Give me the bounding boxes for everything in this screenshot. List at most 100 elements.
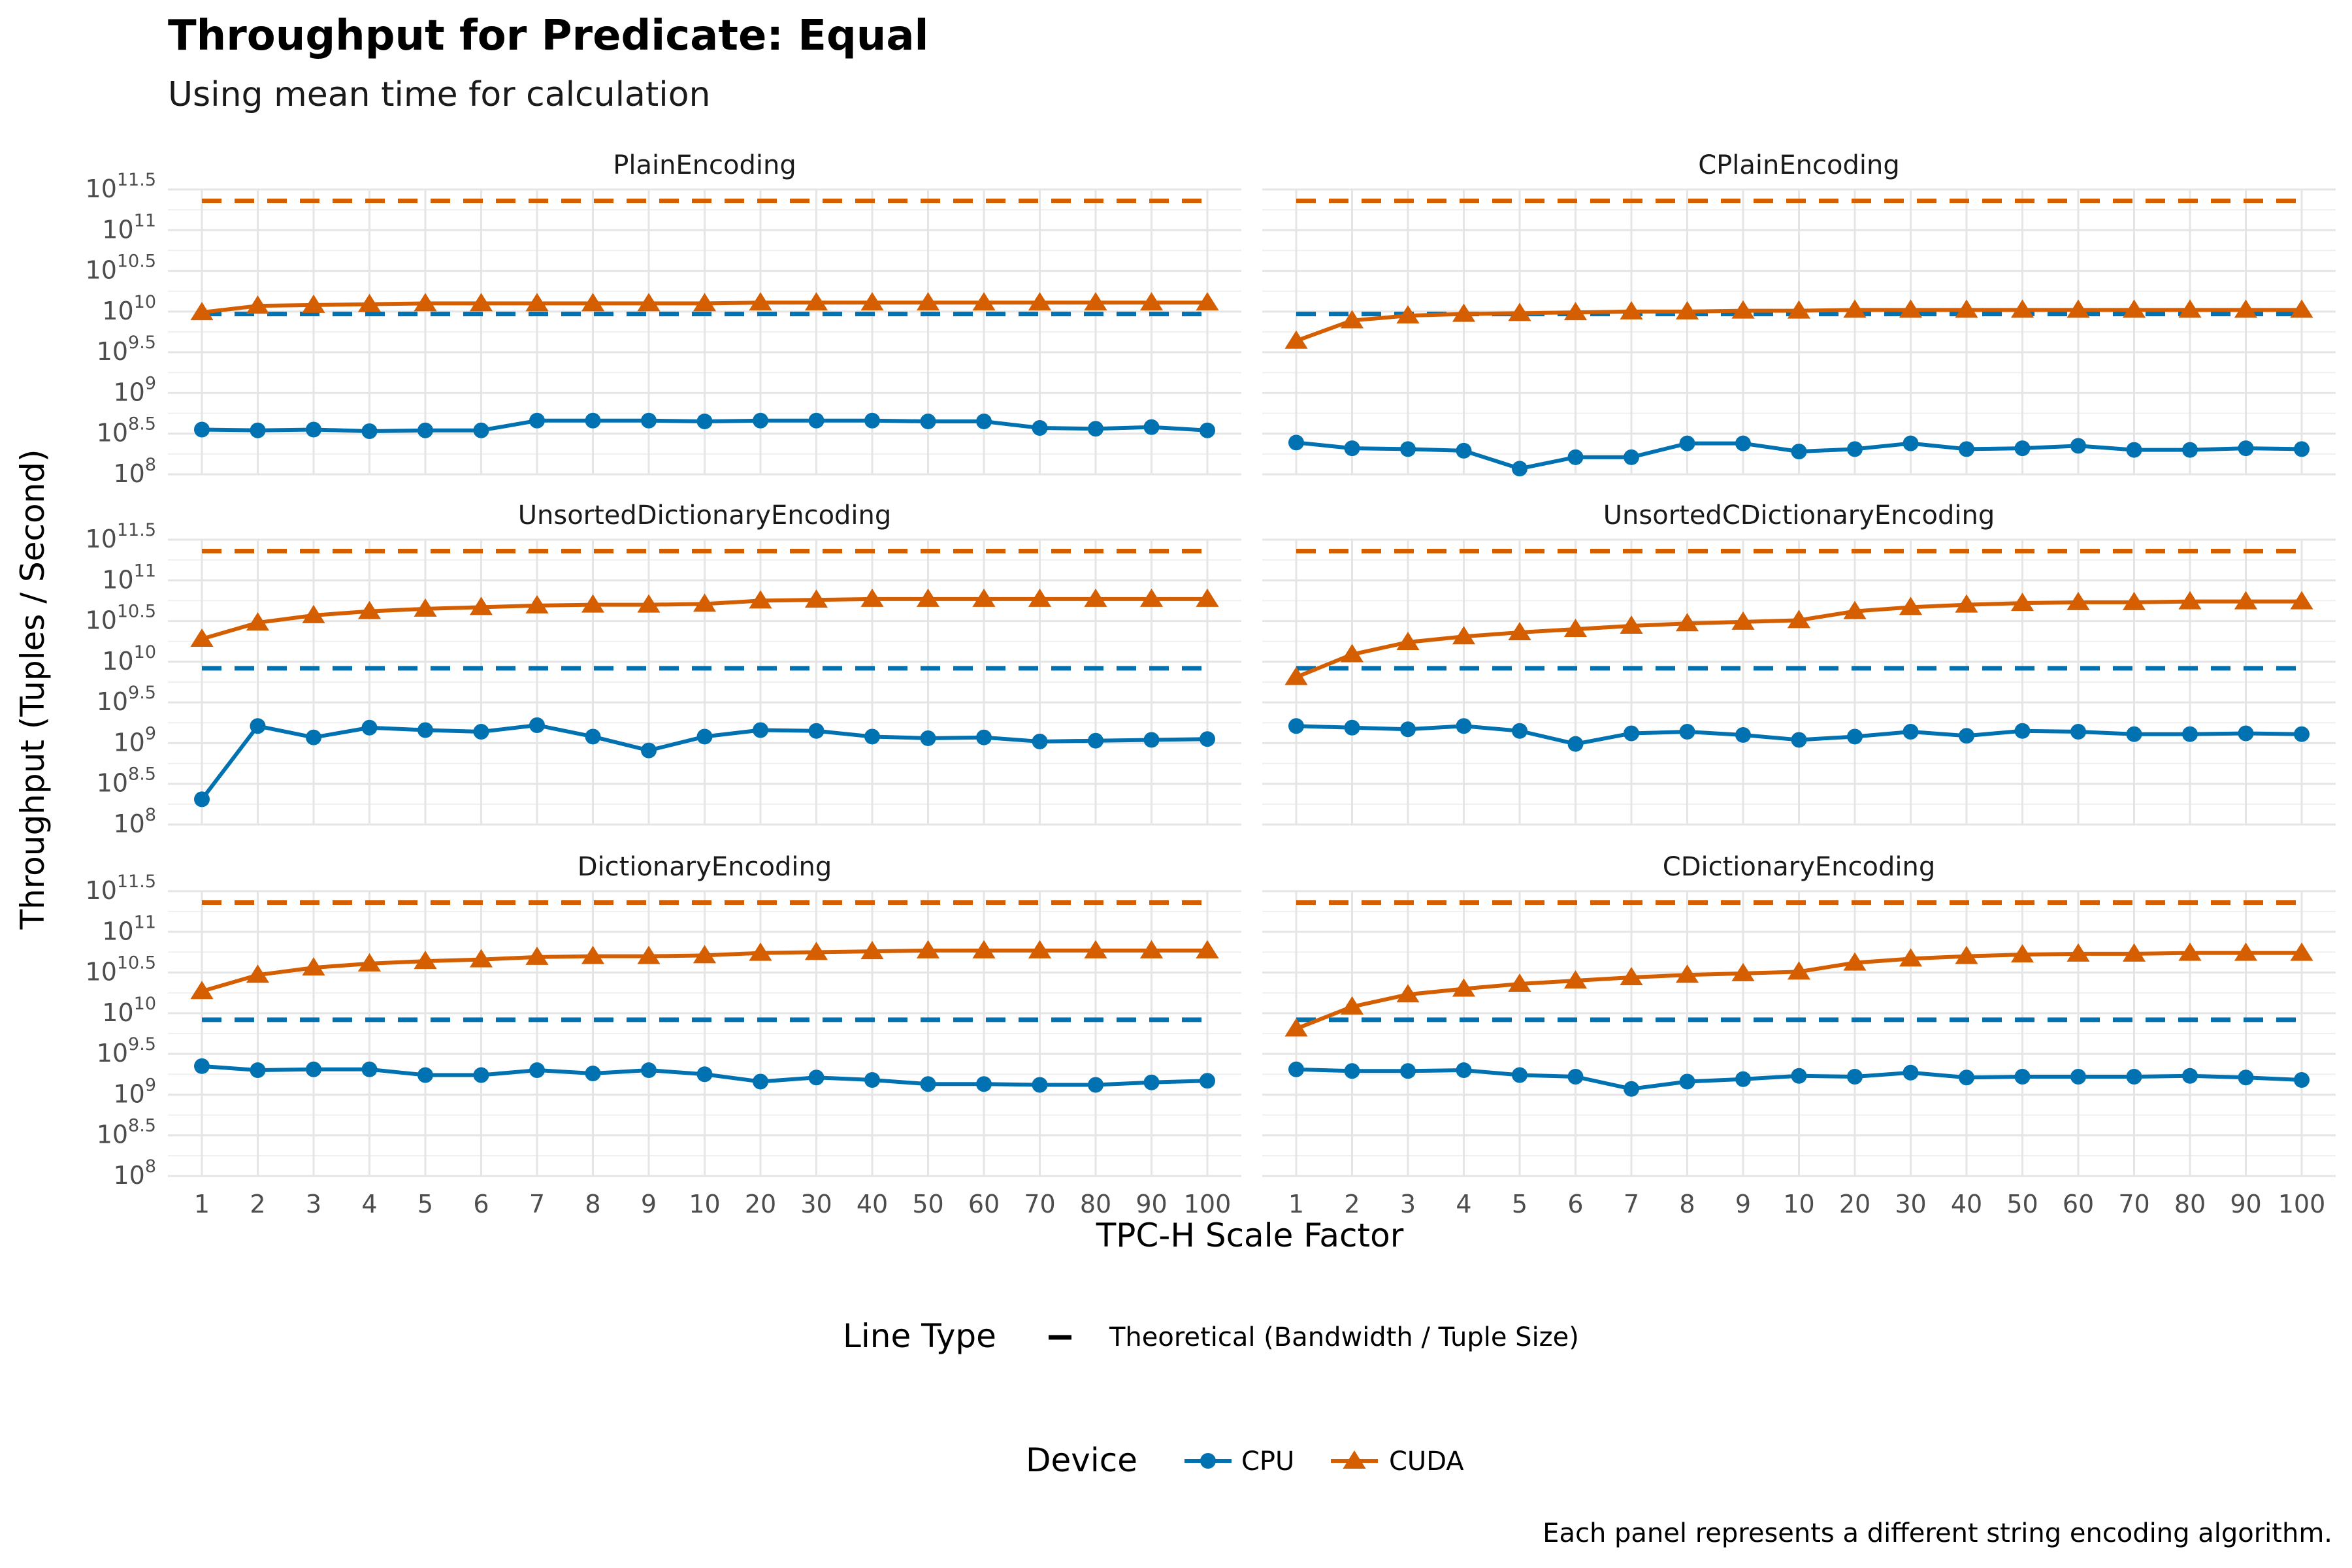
x-tick-label: 3 (306, 1190, 321, 1218)
point-cpu (2294, 441, 2310, 457)
point-cpu (920, 730, 936, 746)
point-cpu (1344, 1063, 1360, 1079)
point-cpu (1088, 1077, 1103, 1093)
point-cuda (190, 302, 214, 321)
point-cuda (804, 941, 828, 960)
point-cuda (525, 293, 549, 312)
point-cuda (414, 598, 437, 617)
point-cuda (190, 628, 214, 647)
point-cuda (2066, 299, 2090, 318)
point-cpu (1903, 1064, 1919, 1081)
point-cpu (2014, 723, 2031, 739)
point-cpu (641, 412, 657, 429)
x-tick-label: 10 (689, 1190, 720, 1218)
point-cuda (1675, 964, 1699, 983)
y-tick-label: 1011 (102, 912, 156, 945)
point-cpu (2182, 442, 2198, 458)
point-cuda (2178, 942, 2202, 961)
point-cpu (2238, 1070, 2254, 1086)
legend-label-cuda: CUDA (1389, 1446, 1464, 1477)
point-cuda (1396, 984, 1420, 1003)
point-cpu (696, 414, 713, 430)
point-cpu (641, 742, 657, 759)
point-cuda (804, 589, 828, 608)
point-cpu (473, 422, 489, 438)
panel-UnsortedCDictionaryEncoding: UnsortedCDictionaryEncoding (1262, 500, 2336, 826)
point-cuda (1508, 973, 1531, 992)
point-cuda (1284, 330, 1308, 349)
point-cpu (1624, 725, 1639, 742)
legend-device-title: Device (1026, 1441, 1137, 1479)
point-cpu (1344, 440, 1360, 457)
point-cpu (529, 412, 545, 429)
point-cuda (1620, 301, 1643, 319)
point-cpu (1143, 1074, 1160, 1090)
point-cuda (916, 939, 940, 958)
point-cpu (585, 1066, 601, 1082)
point-cuda (637, 594, 661, 613)
point-cuda (1955, 299, 1978, 318)
point-cuda (1284, 666, 1308, 685)
panel-CPlainEncoding: CPlainEncoding (1262, 150, 2336, 477)
x-tick-label: 90 (1135, 1190, 1167, 1218)
point-cuda (1955, 594, 1978, 613)
point-cpu (473, 723, 489, 740)
point-cpu (1400, 721, 1416, 738)
point-cpu (417, 422, 433, 438)
x-tick-label: 8 (1679, 1190, 1695, 1218)
y-tick-label: 108 (113, 805, 156, 838)
y-tick-label: 1011.5 (86, 170, 156, 203)
point-cuda (860, 941, 884, 960)
point-cpu (2014, 440, 2031, 457)
point-cuda (1731, 962, 1755, 981)
point-cpu (1200, 422, 1215, 438)
point-cuda (2122, 299, 2146, 318)
point-cuda (1196, 588, 1219, 607)
point-cpu (1735, 435, 1751, 451)
point-cuda (637, 293, 661, 312)
legend-line-type-label: Theoretical (Bandwidth / Tuple Size) (1109, 1322, 1579, 1352)
x-tick-label: 60 (968, 1190, 1000, 1218)
point-cpu (1143, 419, 1160, 435)
point-cuda (357, 600, 382, 619)
y-tick-label: 109.5 (97, 683, 156, 716)
point-cuda (637, 945, 661, 964)
point-cuda (2122, 943, 2146, 962)
point-cuda (860, 292, 884, 311)
point-cpu (1959, 1070, 1974, 1086)
point-cuda (357, 293, 382, 312)
x-tick-label: 5 (1512, 1190, 1527, 1218)
point-cuda (525, 595, 549, 613)
y-tick-label: 108.5 (97, 764, 156, 798)
point-cpu (1959, 728, 1974, 744)
point-cuda (302, 604, 325, 623)
point-cpu (2294, 726, 2310, 742)
y-tick-label: 1010.5 (86, 252, 156, 285)
point-cuda (916, 292, 940, 311)
point-cpu (1512, 461, 1527, 477)
point-cuda (414, 951, 437, 970)
point-cpu (1679, 1073, 1695, 1090)
x-tick-label: 7 (529, 1190, 545, 1218)
x-tick-label: 40 (1951, 1190, 1982, 1218)
x-tick-label: 8 (585, 1190, 600, 1218)
point-cpu (1032, 733, 1048, 749)
point-cuda (1396, 631, 1420, 650)
point-cuda (1196, 292, 1219, 311)
point-cuda (1620, 967, 1643, 986)
point-cpu (2126, 442, 2142, 458)
panels-group: PlainEncoding108108.5109109.510101010.51… (86, 150, 2336, 1218)
x-tick-label: 40 (857, 1190, 888, 1218)
point-cpu (920, 1076, 936, 1092)
point-cuda (1675, 301, 1699, 319)
point-cpu (194, 421, 210, 438)
point-cpu (1567, 449, 1584, 465)
point-cpu (529, 717, 545, 734)
point-cuda (581, 594, 605, 613)
x-tick-label: 100 (2278, 1190, 2326, 1218)
point-cuda (693, 593, 717, 612)
point-cpu (194, 1058, 210, 1074)
y-axis-title: Throughput (Tuples / Second) (14, 449, 52, 930)
point-cpu (1200, 731, 1215, 747)
